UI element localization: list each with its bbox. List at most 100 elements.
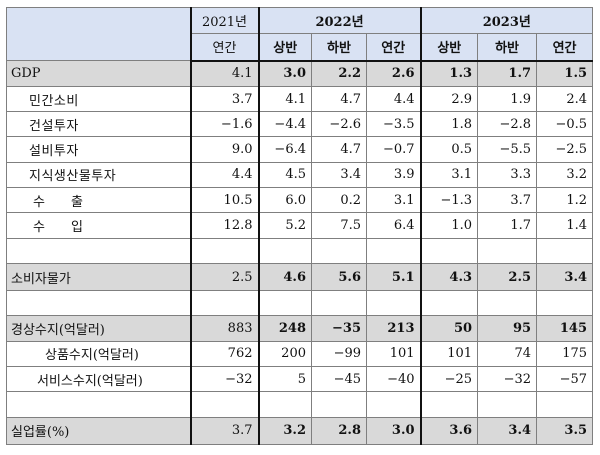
- table-row: 수 입 12.8 5.2 7.5 6.4 1.0 1.7 1.4: [6, 212, 594, 239]
- table-row: 소비자물가 2.5 4.6 5.6 5.1 4.3 2.5 3.4: [6, 262, 594, 292]
- cell: 101: [419, 340, 479, 368]
- table-row: 설비투자 9.0 −6.4 4.7 −0.7 0.5 −5.5 −2.5: [6, 136, 594, 163]
- cell: 145: [536, 315, 594, 342]
- cell: 1.3: [419, 60, 479, 87]
- cell: 2.2: [311, 60, 367, 87]
- cell: 1.9: [477, 85, 538, 113]
- cell: 10.5: [190, 186, 259, 214]
- cell: −57: [536, 365, 594, 393]
- table-row: 상품수지(억달러) 762 200 −99 101 101 74 175: [6, 340, 594, 368]
- header-2023-annual: 연간: [536, 33, 594, 62]
- row-label-goods-balance: 상품수지(억달러): [6, 340, 192, 368]
- table-row: 민간소비 3.7 4.1 4.7 4.4 2.9 1.9 2.4: [6, 85, 594, 113]
- cell: 4.3: [419, 262, 479, 292]
- cell: 4.1: [190, 60, 259, 87]
- cell: 4.5: [257, 161, 312, 189]
- cell: 4.4: [365, 85, 422, 113]
- row-label-cpi: 소비자물가: [6, 262, 192, 292]
- cell: 1.2: [536, 186, 594, 214]
- cell: 2.8: [311, 416, 367, 446]
- cell: 3.2: [257, 416, 312, 446]
- cell: 1.0: [419, 212, 479, 239]
- cell: −32: [477, 365, 538, 393]
- cell: −0.7: [365, 136, 422, 163]
- cell: 4.7: [311, 85, 367, 113]
- header-2022-annual: 연간: [365, 33, 422, 62]
- cell: −0.5: [536, 111, 594, 138]
- cell: −5.5: [477, 136, 538, 163]
- table-row: GDP 4.1 3.0 2.2 2.6 1.3 1.7 1.5: [6, 60, 594, 87]
- cell: 3.9: [365, 161, 422, 189]
- table-row: 건설투자 −1.6 −4.4 −2.6 −3.5 1.8 −2.8 −0.5: [6, 111, 594, 138]
- header-2022-h2: 하반: [311, 33, 367, 62]
- cell: −2.8: [477, 111, 538, 138]
- cell: −2.6: [311, 111, 367, 138]
- cell: 74: [477, 340, 538, 368]
- cell: 2.6: [365, 60, 422, 87]
- cell: 2.4: [536, 85, 594, 113]
- cell: 5.2: [257, 212, 312, 239]
- table-row: 실업률(%) 3.7 3.2 2.8 3.0 3.6 3.4 3.5: [6, 416, 594, 446]
- cell: 2.9: [419, 85, 479, 113]
- row-label-unemployment: 실업률(%): [6, 416, 192, 446]
- cell: 1.7: [477, 212, 538, 239]
- cell: −32: [190, 365, 259, 393]
- cell: 200: [257, 340, 312, 368]
- cell: 1.4: [536, 212, 594, 239]
- cell: −25: [419, 365, 479, 393]
- economic-outlook-table: 2021년 2022년 2023년 연간 상반 하반 연간 상반 하반 연간 G…: [6, 6, 594, 446]
- cell: 3.4: [477, 416, 538, 446]
- spacer-row: [6, 237, 594, 264]
- cell: 3.4: [536, 262, 594, 292]
- cell: 101: [365, 340, 422, 368]
- row-label-construction-investment: 건설투자: [6, 111, 192, 138]
- cell: 9.0: [190, 136, 259, 163]
- cell: 3.0: [365, 416, 422, 446]
- header-2023-h1: 상반: [419, 33, 479, 62]
- cell: 5.6: [311, 262, 367, 292]
- cell: 50: [419, 315, 479, 342]
- table-row: 수 출 10.5 6.0 0.2 3.1 −1.3 3.7 1.2: [6, 186, 594, 214]
- cell: −4.4: [257, 111, 312, 138]
- cell: 1.5: [536, 60, 594, 87]
- spacer-row: [6, 290, 594, 317]
- cell: 3.7: [190, 85, 259, 113]
- cell: 5: [257, 365, 312, 393]
- header-corner: [6, 6, 192, 62]
- cell: 248: [257, 315, 312, 342]
- cell: 95: [477, 315, 538, 342]
- cell: 0.2: [311, 186, 367, 214]
- row-label-exports: 수 출: [6, 186, 192, 214]
- cell: 1.7: [477, 60, 538, 87]
- cell: −6.4: [257, 136, 312, 163]
- cell: 3.3: [477, 161, 538, 189]
- cell: 213: [365, 315, 422, 342]
- cell: −1.6: [190, 111, 259, 138]
- cell: −3.5: [365, 111, 422, 138]
- cell: 3.7: [477, 186, 538, 214]
- row-label-imports: 수 입: [6, 212, 192, 239]
- cell: 3.5: [536, 416, 594, 446]
- cell: 883: [190, 315, 259, 342]
- table-row: 서비스수지(억달러) −32 5 −45 −40 −25 −32 −57: [6, 365, 594, 393]
- row-label-services-balance: 서비스수지(억달러): [6, 365, 192, 393]
- cell: −1.3: [419, 186, 479, 214]
- row-label-facility-investment: 설비투자: [6, 136, 192, 163]
- cell: 4.4: [190, 161, 259, 189]
- header-2021-annual: 연간: [190, 33, 259, 62]
- header-2023-h2: 하반: [477, 33, 538, 62]
- table-row: 지식생산물투자 4.4 4.5 3.4 3.9 3.1 3.3 3.2: [6, 161, 594, 189]
- cell: 4.1: [257, 85, 312, 113]
- cell: 3.7: [190, 416, 259, 446]
- cell: 5.1: [365, 262, 422, 292]
- row-label-gdp: GDP: [6, 60, 192, 87]
- cell: 12.8: [190, 212, 259, 239]
- cell: 6.0: [257, 186, 312, 214]
- cell: −2.5: [536, 136, 594, 163]
- cell: 762: [190, 340, 259, 368]
- cell: 4.6: [257, 262, 312, 292]
- header-year-2022: 2022년: [257, 6, 422, 35]
- header-2022-h1: 상반: [257, 33, 312, 62]
- cell: 0.5: [419, 136, 479, 163]
- row-label-current-account: 경상수지(억달러): [6, 315, 192, 342]
